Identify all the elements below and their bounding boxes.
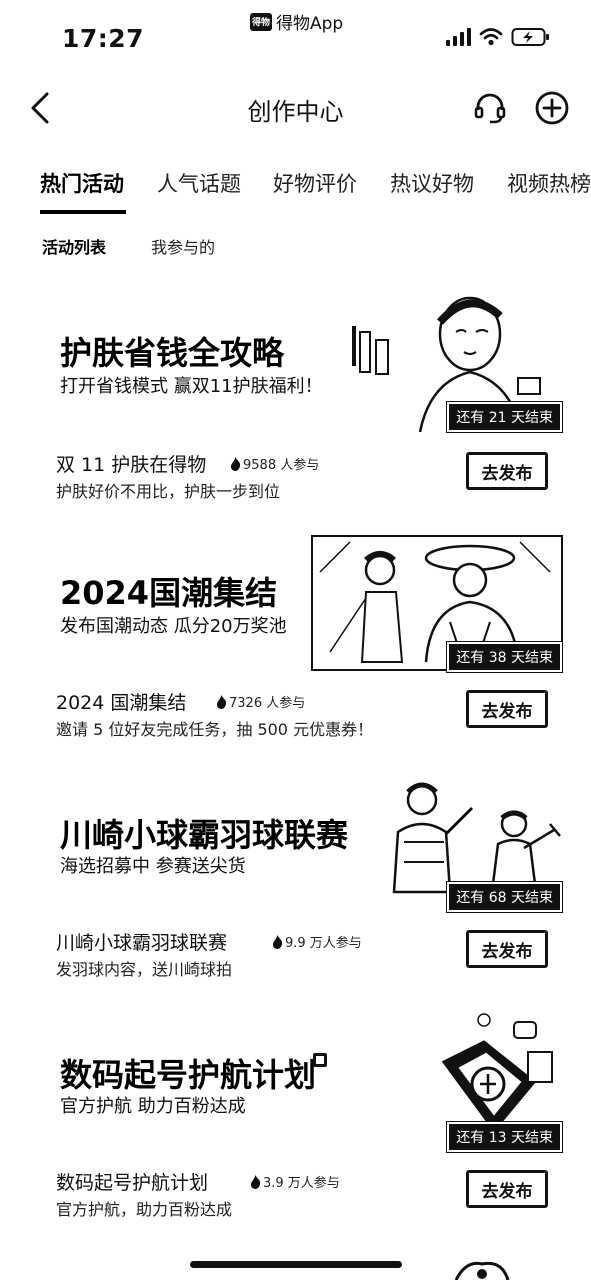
nav-bar: 创作中心 [0, 80, 591, 136]
badminton-players-illustration [392, 782, 561, 894]
banner-subtitle: 官方护航 助力百粉达成 [60, 1096, 246, 1117]
page-title: 创作中心 [247, 98, 344, 126]
activity-description: 护肤好价不用比，护肤一步到位 [56, 482, 281, 501]
participants-count: 3.9 万人参与 [250, 1172, 340, 1191]
banner-subtitle: 打开省钱模式 赢双11护肤福利！ [60, 376, 323, 397]
create-button[interactable] [532, 88, 572, 128]
subtab-activity-list[interactable]: 活动列表 [42, 238, 107, 257]
headset-icon [474, 93, 506, 124]
activity-banner[interactable]: 2024国潮集结 发布国潮动态 瓜分20万奖池 还有 38 天结束 [40, 532, 564, 673]
wifi-icon [479, 28, 503, 46]
status-bar: 17:27 得物 得物App [0, 0, 591, 64]
post-button[interactable]: 去发布 [466, 930, 548, 968]
post-button[interactable]: 去发布 [466, 452, 548, 490]
chevron-left-icon [31, 92, 49, 124]
subtab-my-participation[interactable]: 我参与的 [151, 238, 216, 257]
customer-service-button[interactable] [470, 88, 510, 128]
banner-title: 川崎小球霸羽球联赛 [60, 816, 349, 854]
countdown-badge: 还有 68 天结束 [446, 881, 563, 913]
flame-icon [250, 1174, 261, 1189]
badge-icon [313, 1053, 327, 1067]
status-time: 17:27 [62, 24, 145, 53]
source-app-name: 得物App [276, 14, 344, 34]
activity-card[interactable]: 川崎小球霸羽球联赛 海选招募中 参赛送尖货 还有 68 天结束 川崎小球霸羽球联… [0, 772, 591, 1012]
skincare-model-illustration [352, 296, 541, 432]
category-tabs: 热门活动 人气话题 好物评价 热议好物 视频热榜 [0, 168, 591, 220]
activity-banner[interactable]: 川崎小球霸羽球联赛 海选招募中 参赛送尖货 还有 68 天结束 [40, 772, 564, 913]
tab-product-reviews[interactable]: 好物评价 [273, 172, 357, 196]
activity-name: 川崎小球霸羽球联赛 [56, 932, 228, 954]
activity-name: 数码起号护航计划 [56, 1172, 209, 1194]
activity-banner[interactable]: 护肤省钱全攻略 打开省钱模式 赢双11护肤福利！ 还有 21 天结束 [40, 292, 564, 433]
tab-video-hot-list[interactable]: 视频热榜 [507, 172, 591, 196]
activity-card[interactable]: 数码起号护航计划 官方护航 助力百粉达成 还有 13 天结束 数码起号护航计划 … [0, 1012, 591, 1252]
tab-trending-products[interactable]: 热议好物 [390, 172, 474, 196]
post-button[interactable]: 去发布 [466, 1170, 548, 1208]
active-tab-indicator [40, 210, 126, 214]
tab-popular-topics[interactable]: 人气话题 [157, 172, 241, 196]
participants-count: 7326 人参与 [216, 692, 305, 711]
flame-icon [272, 934, 283, 949]
tab-hot-activities[interactable]: 热门活动 [40, 172, 124, 196]
back-button[interactable] [22, 88, 58, 128]
countdown-badge: 还有 21 天结束 [446, 401, 563, 433]
participants-count: 9588 人参与 [230, 454, 319, 473]
countdown-badge: 还有 13 天结束 [446, 1121, 563, 1153]
status-icons [446, 27, 551, 47]
participants-count: 9.9 万人参与 [272, 932, 362, 951]
banner-title: 2024国潮集结 [60, 574, 278, 612]
home-indicator[interactable] [190, 1261, 402, 1268]
banner-title: 数码起号护航计划 [60, 1056, 317, 1094]
countdown-badge: 还有 38 天结束 [446, 641, 563, 673]
flame-icon [216, 694, 227, 709]
banner-subtitle: 海选招募中 参赛送尖货 [60, 856, 246, 877]
activity-description: 官方护航，助力百粉达成 [56, 1200, 233, 1219]
banner-title: 护肤省钱全攻略 [60, 334, 285, 372]
activity-card[interactable]: 2024国潮集结 发布国潮动态 瓜分20万奖池 还有 38 天结束 2024 国… [0, 532, 591, 772]
activity-card[interactable]: 护肤省钱全攻略 打开省钱模式 赢双11护肤福利！ 还有 21 天结束 双 11 … [0, 292, 591, 532]
next-banner-illustration [454, 1261, 510, 1280]
source-app-indicator[interactable]: 得物 得物App [250, 9, 343, 34]
flame-icon [230, 456, 241, 471]
app-logo-icon: 得物 [250, 12, 272, 31]
activity-banner[interactable]: 数码起号护航计划 官方护航 助力百粉达成 还有 13 天结束 [40, 1012, 564, 1153]
plus-circle-icon [535, 91, 569, 125]
digital-badge-illustration [441, 1013, 553, 1133]
battery-charging-icon [511, 27, 551, 47]
sub-tabs: 活动列表 我参与的 [0, 234, 591, 264]
activity-name: 2024 国潮集结 [56, 692, 187, 714]
activity-name: 双 11 护肤在得物 [56, 454, 207, 476]
banner-subtitle: 发布国潮动态 瓜分20万奖池 [60, 616, 287, 637]
activity-description: 发羽球内容，送川崎球拍 [56, 960, 233, 979]
activity-description: 邀请 5 位好友完成任务，抽 500 元优惠券！ [56, 720, 374, 739]
cellular-signal-icon [446, 28, 471, 46]
post-button[interactable]: 去发布 [466, 690, 548, 728]
